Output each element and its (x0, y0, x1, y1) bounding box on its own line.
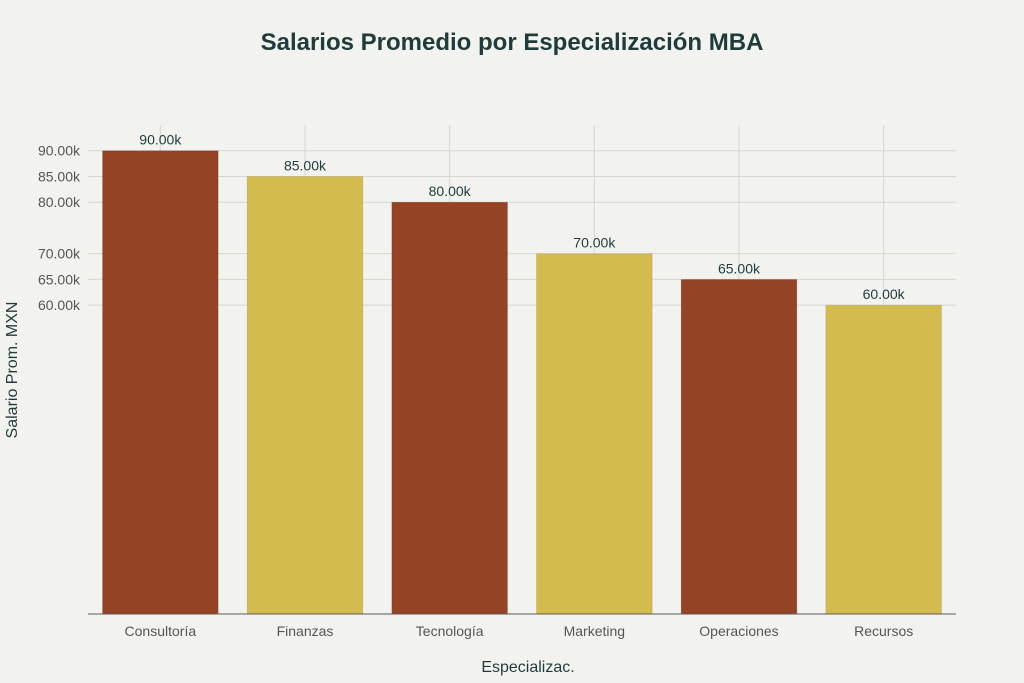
x-axis-ticks: Consultoría Finanzas Tecnología Marketing Op… (125, 623, 914, 639)
x-tick-label: Finanzas (277, 623, 334, 639)
y-tick-label: 80.00k (38, 194, 81, 210)
bar-5 (825, 304, 943, 615)
x-axis-title: Especializac. (481, 659, 574, 676)
data-label: 85.00k (284, 157, 327, 173)
y-axis-title: Salario Prom. MXN (4, 302, 21, 439)
data-label: 70.00k (573, 235, 616, 251)
x-tick-label: Operaciones (699, 623, 778, 639)
x-tick-label: Tecnología (416, 623, 484, 639)
bar-0 (101, 150, 219, 615)
chart-title: Salarios Promedio por Especialización MB… (261, 29, 764, 56)
data-label: 90.00k (139, 132, 182, 148)
bar-4 (680, 278, 798, 615)
y-tick-label: 60.00k (38, 297, 81, 313)
bars: 90.00k 85.00k 80.00k 70.00k 65.00k 60.00k (101, 132, 943, 615)
data-label: 65.00k (718, 260, 761, 276)
y-tick-label: 90.00k (38, 143, 81, 159)
data-label: 60.00k (863, 286, 906, 302)
x-tick-label: Consultoría (125, 623, 197, 639)
bar-3 (535, 253, 653, 615)
data-label: 80.00k (429, 183, 472, 199)
y-axis-ticks: 60.00k 65.00k 70.00k 80.00k 85.00k 90.00k (38, 143, 81, 313)
y-tick-label: 65.00k (38, 271, 81, 287)
bar-2 (391, 201, 509, 615)
x-tick-label: Marketing (564, 623, 625, 639)
bar-1 (246, 175, 364, 615)
x-tick-label: Recursos (854, 623, 913, 639)
y-tick-label: 85.00k (38, 168, 81, 184)
y-tick-label: 70.00k (38, 246, 81, 262)
